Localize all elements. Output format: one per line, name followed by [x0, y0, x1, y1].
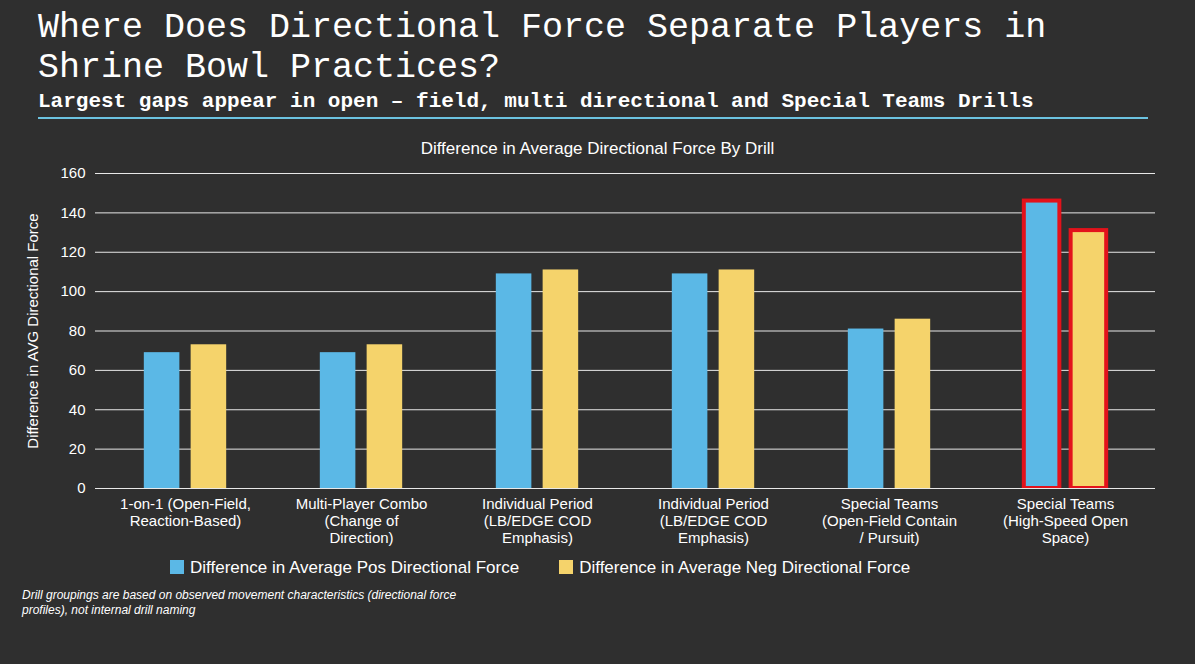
- html-text:Largest gaps appear in open –: Largest gaps appear in open – field, mul…: [38, 90, 1034, 113]
- html-text:Difference in Average Pos Dire: Difference in Average Pos Directional Fo…: [190, 558, 520, 577]
- html-text:Difference in Average Neg Dire: Difference in Average Neg Directional Fo…: [579, 558, 911, 577]
- svg-text:Special Teams(High-Speed OpenS: Special Teams(High-Speed OpenSpace): [1003, 495, 1128, 547]
- html-text:Difference in Average Directio: Difference in Average Directional Force …: [420, 139, 775, 158]
- svg-text:Special Teams(Open-Field Conta: Special Teams(Open-Field Contain/ Pursui…: [822, 495, 957, 547]
- svg-text:40: 40: [69, 401, 86, 418]
- svg-text:Individual Period(LB/EDGE CODE: Individual Period(LB/EDGE CODEmphasis): [658, 495, 769, 547]
- svg-text:100: 100: [60, 282, 85, 299]
- svg-text:120: 120: [60, 243, 85, 260]
- svg-text:Multi-Player Combo(Change ofDi: Multi-Player Combo(Change ofDirection): [296, 495, 428, 547]
- svg-text:Individual Period(LB/EDGE CODE: Individual Period(LB/EDGE CODEmphasis): [482, 495, 593, 547]
- svg-text:80: 80: [69, 322, 86, 339]
- html-text:Drill groupings are based on o: Drill groupings are based on observed mo…: [22, 588, 457, 617]
- svg-text:Difference in AVG Directional: Difference in AVG Directional Force: [24, 213, 41, 448]
- svg-text:60: 60: [69, 361, 86, 378]
- svg-text:140: 140: [60, 204, 85, 221]
- svg-text:0: 0: [77, 479, 85, 496]
- svg-text:1-on-1 (Open-Field,Reaction-Ba: 1-on-1 (Open-Field,Reaction-Based): [120, 495, 251, 529]
- svg-text:20: 20: [69, 440, 86, 457]
- svg-text:160: 160: [60, 164, 85, 181]
- html-text:Where Does Directional Force S: Where Does Directional Force Separate Pl…: [38, 8, 1047, 88]
